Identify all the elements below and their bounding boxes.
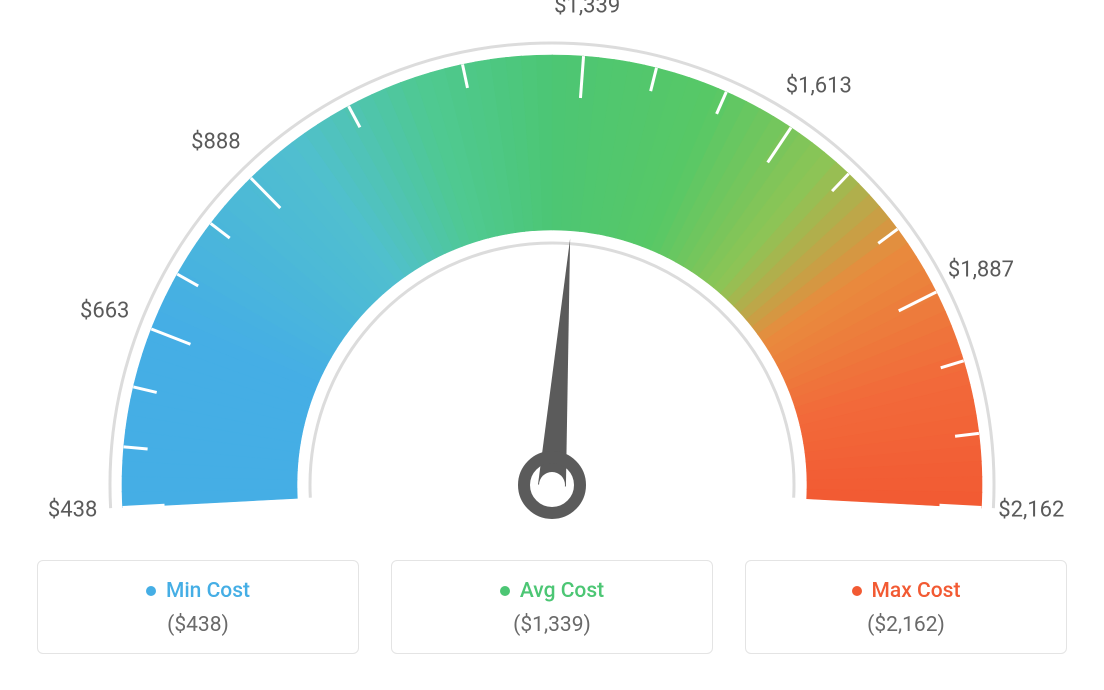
legend-title-min: Min Cost bbox=[146, 579, 250, 603]
gauge-tick-label: $888 bbox=[191, 130, 240, 155]
legend-title-avg: Avg Cost bbox=[500, 579, 604, 603]
legend-label-max: Max Cost bbox=[872, 579, 961, 603]
legend-value-max: ($2,162) bbox=[756, 613, 1056, 637]
legend-dot-min bbox=[146, 586, 156, 596]
legend-card-max: Max Cost ($2,162) bbox=[745, 560, 1067, 654]
legend-label-min: Min Cost bbox=[166, 579, 250, 603]
gauge-needle-ring-hole bbox=[539, 472, 565, 498]
gauge-tick-label: $438 bbox=[48, 498, 97, 523]
gauge-tick-label: $1,613 bbox=[786, 73, 852, 98]
legend-value-min: ($438) bbox=[48, 613, 348, 637]
gauge-tick-label: $2,162 bbox=[998, 498, 1064, 523]
gauge-tick-label: $663 bbox=[80, 298, 129, 323]
legend-label-avg: Avg Cost bbox=[520, 579, 604, 603]
legend-row: Min Cost ($438) Avg Cost ($1,339) Max Co… bbox=[0, 560, 1104, 674]
gauge-tick-label: $1,339 bbox=[554, 0, 620, 19]
cost-gauge: $438 $663 $888 $1,339 $1,613 $1,887 $2,162 bbox=[0, 0, 1104, 560]
gauge-tick-label: $1,887 bbox=[948, 257, 1014, 282]
legend-card-min: Min Cost ($438) bbox=[37, 560, 359, 654]
gauge-svg bbox=[0, 0, 1104, 560]
legend-value-avg: ($1,339) bbox=[402, 613, 702, 637]
legend-card-avg: Avg Cost ($1,339) bbox=[391, 560, 713, 654]
legend-dot-max bbox=[852, 586, 862, 596]
legend-title-max: Max Cost bbox=[852, 579, 961, 603]
legend-dot-avg bbox=[500, 586, 510, 596]
gauge-needle bbox=[538, 239, 570, 487]
